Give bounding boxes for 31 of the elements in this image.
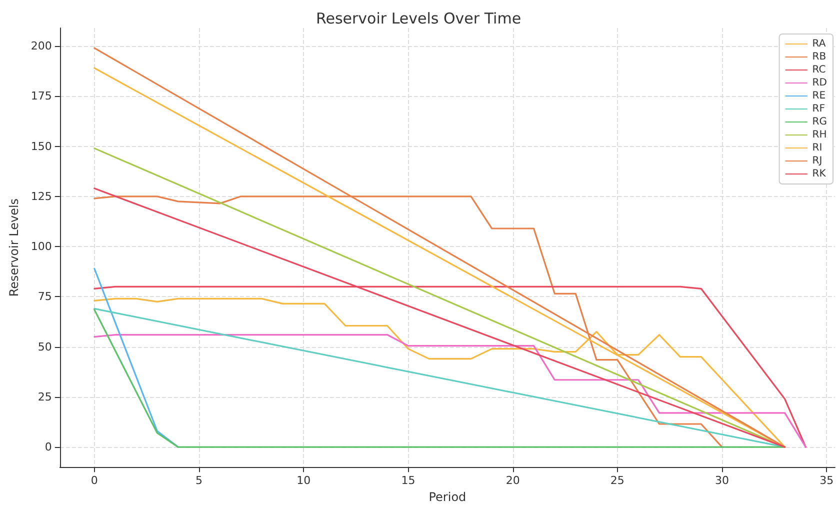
x-tick-label: 20 — [506, 474, 520, 488]
y-tick-label: 200 — [30, 40, 52, 53]
x-tick-label: 5 — [196, 474, 203, 488]
y-tick-label: 75 — [38, 290, 52, 304]
x-tick-label: 0 — [90, 474, 98, 488]
y-tick-label: 25 — [38, 390, 52, 404]
legend-label: RK — [812, 168, 826, 180]
y-tick-label: 150 — [30, 140, 52, 153]
legend-label: RG — [812, 116, 828, 128]
x-tick-label: 15 — [401, 474, 416, 488]
y-tick-label: 50 — [38, 340, 52, 354]
legend-label: RC — [812, 64, 826, 76]
y-tick-label: 125 — [30, 190, 52, 203]
y-tick-label: 100 — [30, 240, 52, 254]
legend-label: RE — [812, 90, 826, 102]
x-tick-label: 25 — [610, 474, 624, 488]
legend-label: RH — [812, 130, 827, 140]
x-tick-label: 35 — [820, 474, 834, 488]
y-tick-label: 175 — [30, 90, 52, 103]
legend-label: RI — [812, 142, 822, 154]
legend-label: RJ — [812, 156, 822, 166]
legend-label: RF — [812, 104, 826, 114]
legend-label: RB — [812, 52, 826, 62]
y-tick-label: 0 — [44, 440, 52, 454]
x-tick-label: 10 — [296, 474, 311, 488]
chart-title: Reservoir Levels Over Time — [316, 10, 522, 28]
x-axis-title: Period — [428, 490, 466, 504]
x-tick-label: 30 — [715, 474, 730, 488]
y-axis-title: Reservoir Levels — [7, 198, 21, 297]
legend-label: RD — [812, 78, 828, 88]
legend-label: RA — [812, 38, 826, 50]
